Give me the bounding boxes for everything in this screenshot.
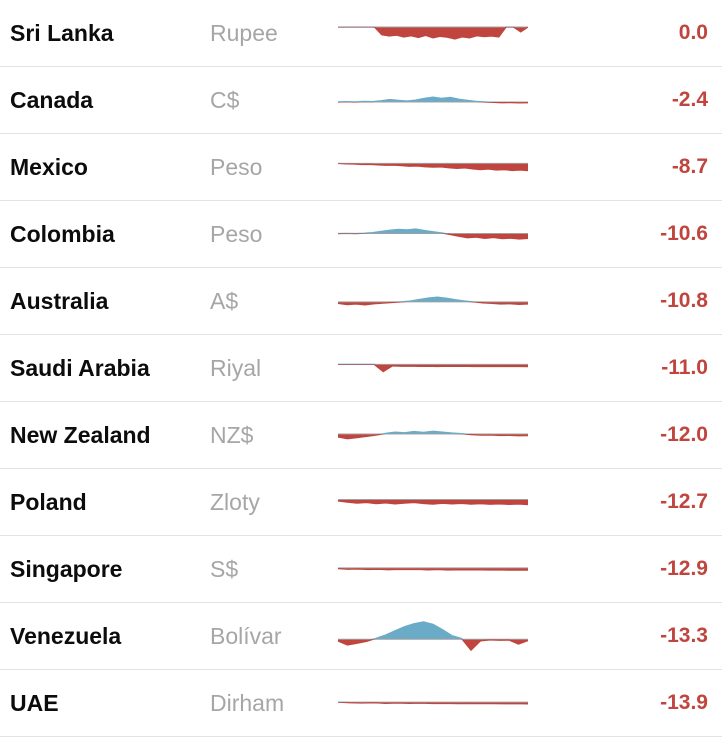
currency-label: NZ$ (210, 421, 254, 448)
currency-label: Zloty (210, 488, 260, 515)
table-row: Saudi Arabia Riyal -11.0 (0, 335, 722, 402)
table-row: Venezuela Bolívar -13.3 (0, 603, 722, 670)
currency-label: Riyal (210, 354, 262, 381)
pct-change-value: -13.9 (660, 691, 708, 714)
trend-sparkline-cell (338, 149, 530, 185)
currency-label: S$ (210, 555, 239, 582)
pct-change-value: -10.6 (660, 222, 708, 245)
pct-change-value: -13.3 (660, 624, 708, 647)
pct-change-value: -10.8 (660, 289, 708, 312)
currency-label: Peso (210, 153, 263, 180)
country-label: Mexico (10, 153, 88, 180)
trend-sparkline (338, 26, 528, 40)
pct-change-value: -2.4 (671, 88, 708, 111)
currency-label: Rupee (210, 19, 278, 46)
table-row: Canada C$ -2.4 (0, 67, 722, 134)
pct-change-value: -8.7 (671, 155, 708, 178)
trend-sparkline-cell (338, 82, 530, 118)
country-label: Sri Lanka (10, 19, 114, 46)
trend-sparkline-cell (338, 15, 530, 51)
country-label: New Zealand (10, 421, 151, 448)
pct-change-value: 0.0 (678, 21, 708, 44)
pct-change-value: -12.9 (660, 557, 708, 580)
trend-sparkline-cell (338, 618, 530, 654)
currency-label: Bolívar (210, 622, 282, 649)
table-row: Sri Lanka Rupee 0.0 (0, 0, 722, 67)
country-label: Colombia (10, 220, 115, 247)
table-row: New Zealand NZ$ -12.0 (0, 402, 722, 469)
trend-sparkline-cell (338, 685, 530, 721)
trend-sparkline (338, 296, 528, 306)
table-row: Colombia Peso -10.6 (0, 201, 722, 268)
currency-label: Dirham (210, 689, 285, 716)
trend-sparkline-cell (338, 417, 530, 453)
trend-sparkline (338, 430, 528, 440)
table-row: UAE Dirham -13.9 (0, 670, 722, 737)
trend-sparkline-cell (338, 551, 530, 587)
country-label: Canada (10, 86, 94, 113)
currency-label: A$ (210, 287, 239, 314)
trend-sparkline-cell (338, 350, 530, 386)
pct-change-value: -12.0 (660, 423, 708, 446)
currency-label: C$ (210, 86, 240, 113)
country-label: Poland (10, 488, 87, 515)
country-label: Singapore (10, 555, 123, 582)
country-label: Saudi Arabia (10, 354, 150, 381)
trend-sparkline (338, 621, 528, 652)
trend-sparkline-cell (338, 283, 530, 319)
country-label: UAE (10, 689, 59, 716)
currency-label: Peso (210, 220, 263, 247)
table-row: Singapore S$ -12.9 (0, 536, 722, 603)
trend-sparkline (338, 363, 528, 373)
trend-sparkline-cell (338, 484, 530, 520)
trend-sparkline (338, 96, 528, 104)
trend-sparkline (338, 162, 528, 172)
pct-change-value: -12.7 (660, 490, 708, 513)
trend-sparkline (338, 567, 528, 571)
country-label: Venezuela (10, 622, 122, 649)
trend-sparkline-cell (338, 216, 530, 252)
table-row: Mexico Peso -8.7 (0, 134, 722, 201)
trend-sparkline (338, 228, 528, 240)
trend-sparkline (338, 701, 528, 705)
pct-change-value: -11.0 (661, 356, 708, 379)
country-label: Australia (10, 287, 109, 314)
table-row: Australia A$ -10.8 (0, 268, 722, 335)
trend-sparkline (338, 498, 528, 506)
table-row: Poland Zloty -12.7 (0, 469, 722, 536)
